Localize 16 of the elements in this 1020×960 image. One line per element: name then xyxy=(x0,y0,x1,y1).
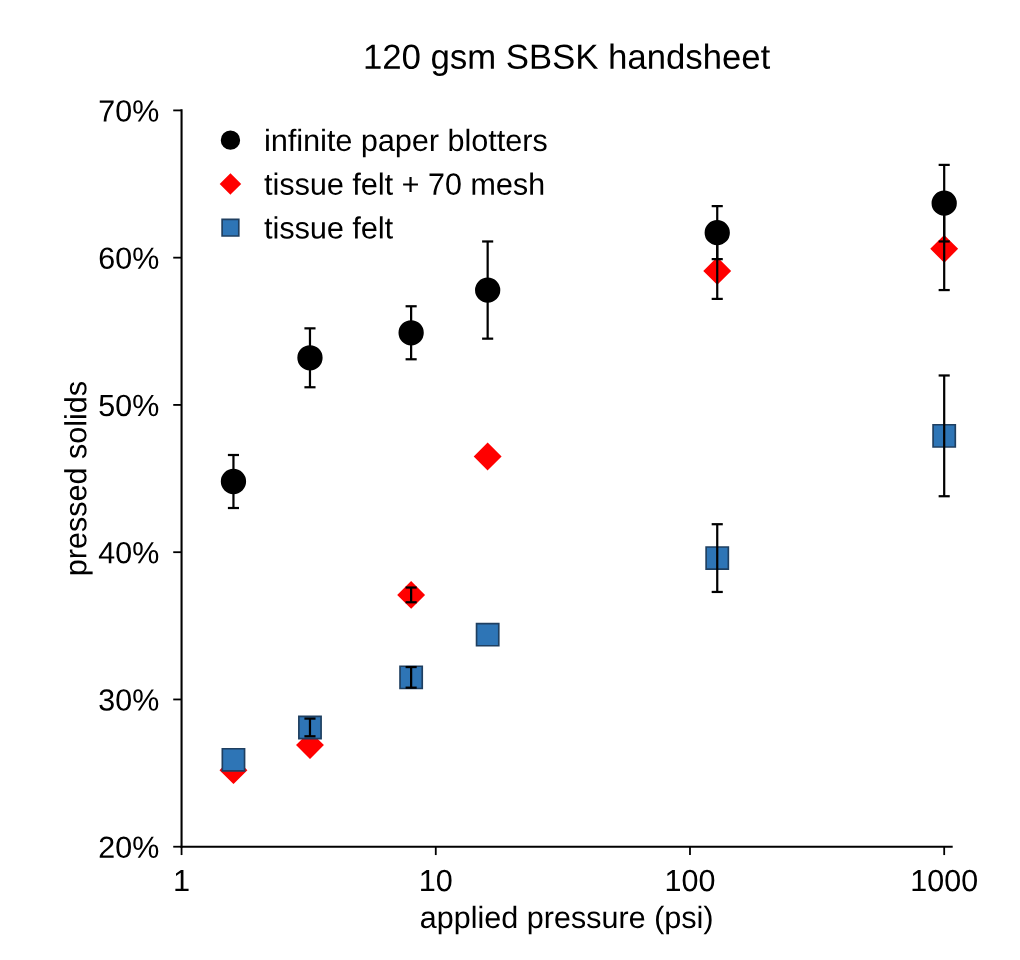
y-tick-label: 60% xyxy=(99,247,159,270)
legend-label: tissue felt + 70 mesh xyxy=(264,172,544,195)
y-tick-label: 50% xyxy=(99,394,159,417)
y-tick-label: 30% xyxy=(99,689,159,711)
y-tick-label: 70% xyxy=(99,100,159,122)
x-axis-title: applied pressure (psi) xyxy=(421,905,712,935)
chart-title: 120 gsm SBSK handsheet xyxy=(365,43,771,76)
x-tick-label: 1000 xyxy=(912,869,977,892)
legend-label: infinite paper blotters xyxy=(266,128,547,158)
y-tick-label: 20% xyxy=(99,836,159,859)
y-axis-title: pressed solids xyxy=(64,382,93,575)
x-tick-label: 100 xyxy=(666,869,715,892)
x-tick-label: 1 xyxy=(175,870,189,892)
legend-label: tissue felt xyxy=(264,216,393,239)
x-tick-label: 10 xyxy=(421,869,452,892)
y-tick-label: 40% xyxy=(98,541,159,564)
